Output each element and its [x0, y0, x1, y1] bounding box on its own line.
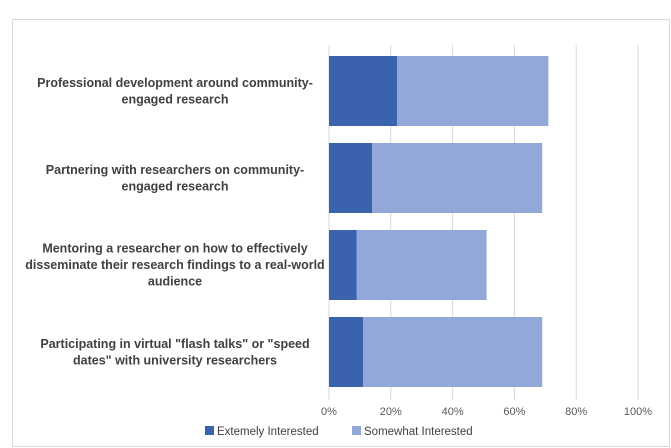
category-label-line: dates" with university researchers [73, 353, 277, 367]
category-label-line: Professional development around communit… [37, 76, 313, 90]
bar-somewhat-interested [356, 230, 487, 300]
category-label-line: Participating in virtual "flash talks" o… [40, 337, 309, 351]
x-axis-ticks: 0% 20% 40% 60% 80% 100% [321, 406, 652, 418]
legend-swatch-extremely-interested [205, 426, 214, 435]
category-label: Mentoring a researcher on how to effecti… [25, 242, 324, 289]
x-tick-label: 40% [442, 406, 464, 418]
bar-extremely-interested [329, 230, 357, 300]
bar-somewhat-interested [396, 56, 549, 126]
category-label: Participating in virtual "flash talks" o… [40, 337, 309, 368]
x-tick-label: 100% [624, 406, 652, 418]
category-label: Professional development around communit… [37, 76, 313, 107]
bar-extremely-interested [329, 317, 363, 387]
legend-label-extremely-interested: Extemely Interested [217, 426, 319, 438]
category-label-line: engaged research [122, 179, 229, 193]
category-label-line: audience [148, 275, 202, 289]
category-label-line: disseminate their research findings to a… [25, 258, 324, 272]
bar-extremely-interested [329, 56, 397, 126]
category-label: Partnering with researchers on community… [46, 163, 304, 194]
category-label-line: Mentoring a researcher on how to effecti… [42, 242, 307, 256]
bar-somewhat-interested [372, 143, 543, 213]
bars [329, 56, 549, 387]
x-tick-label: 80% [565, 406, 587, 418]
category-label-line: Partnering with researchers on community… [46, 163, 304, 177]
category-label-line: engaged research [122, 92, 229, 106]
x-tick-label: 60% [503, 406, 525, 418]
category-labels: Professional development around communit… [25, 76, 324, 368]
chart-frame [12, 19, 670, 447]
legend-label-somewhat-interested: Somewhat Interested [364, 426, 473, 438]
legend-swatch-somewhat-interested [352, 426, 361, 435]
x-tick-label: 0% [321, 406, 337, 418]
bar-extremely-interested [329, 143, 373, 213]
x-tick-label: 20% [380, 406, 402, 418]
bar-somewhat-interested [362, 317, 543, 387]
legend: Extemely Interested Somewhat Interested [205, 426, 473, 438]
